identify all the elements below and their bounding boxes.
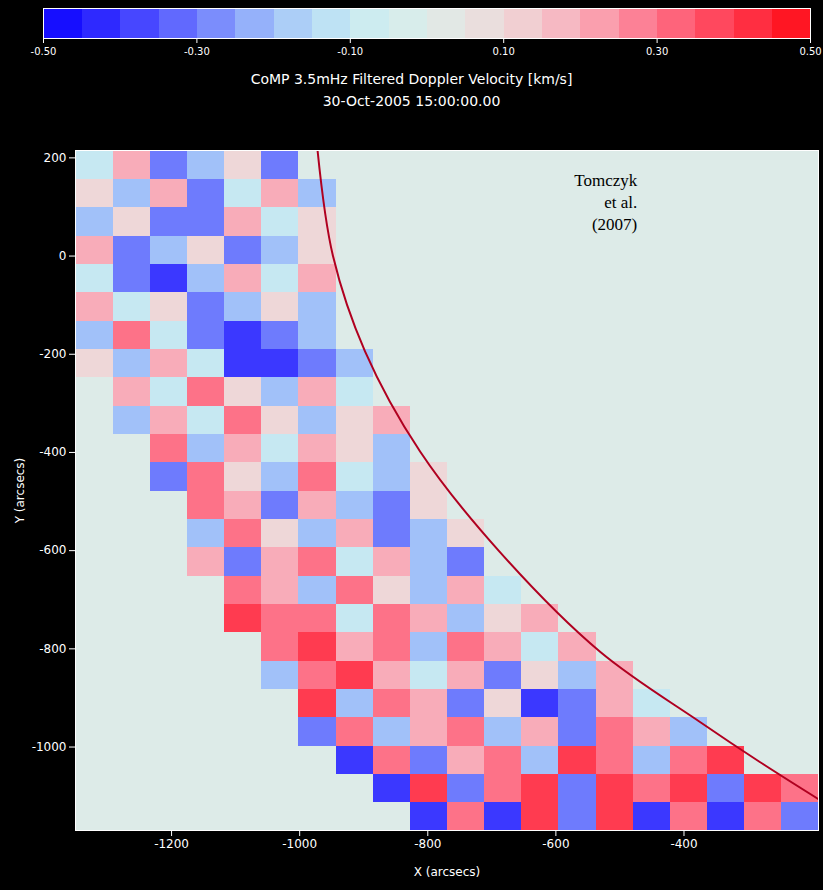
- svg-text:-400: -400: [670, 837, 697, 851]
- svg-text:0.30: 0.30: [646, 46, 668, 57]
- svg-text:0.10: 0.10: [493, 46, 515, 57]
- html-text:CoMP 3.5mHz Filtered Doppler V: CoMP 3.5mHz Filtered Doppler Velocity [k…: [250, 71, 573, 87]
- svg-text:-1000: -1000: [32, 740, 67, 754]
- svg-text:X (arcsecs): X (arcsecs): [414, 865, 481, 879]
- svg-text:-0.50: -0.50: [31, 46, 57, 57]
- svg-text:-600: -600: [39, 543, 66, 557]
- svg-text:-800: -800: [414, 837, 441, 851]
- svg-text:-400: -400: [39, 445, 66, 459]
- svg-text:-600: -600: [542, 837, 569, 851]
- svg-text:-200: -200: [39, 347, 66, 361]
- svg-text:-0.10: -0.10: [337, 46, 363, 57]
- svg-text:-800: -800: [39, 642, 66, 656]
- html-text:30-Oct-2005 15:00:00.00: 30-Oct-2005 15:00:00.00: [322, 93, 501, 109]
- svg-text:Y (arcsecs): Y (arcsecs): [13, 458, 27, 525]
- svg-text:0.50: 0.50: [799, 46, 821, 57]
- svg-text:0: 0: [59, 249, 67, 263]
- svg-text:-0.30: -0.30: [184, 46, 210, 57]
- svg-text:200: 200: [44, 151, 67, 165]
- svg-text:Tomczyket al.(2007): Tomczyket al.(2007): [574, 171, 638, 234]
- svg-text:-1200: -1200: [154, 837, 189, 851]
- svg-text:-1000: -1000: [282, 837, 317, 851]
